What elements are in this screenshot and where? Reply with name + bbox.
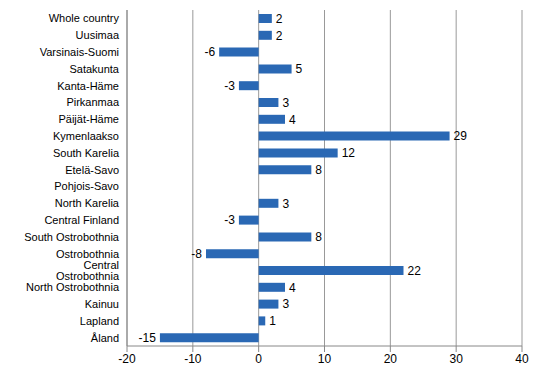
svg-text:29: 29 [454,129,468,143]
svg-text:4: 4 [289,281,296,295]
svg-text:2: 2 [276,12,283,26]
svg-text:North Ostrobothnia: North Ostrobothnia [26,281,120,293]
svg-text:4: 4 [289,113,296,127]
svg-text:-3: -3 [224,213,235,227]
svg-text:8: 8 [315,163,322,177]
svg-text:Päijät-Häme: Päijät-Häme [58,113,119,125]
svg-text:Varsinais-Suomi: Varsinais-Suomi [40,46,119,58]
svg-text:CentralOstrobothnia: CentralOstrobothnia [56,259,120,282]
svg-text:Whole country: Whole country [49,12,120,24]
svg-text:3: 3 [282,197,289,211]
svg-text:Pirkanmaa: Pirkanmaa [66,96,119,108]
svg-text:2: 2 [276,29,283,43]
svg-text:40: 40 [515,352,529,366]
svg-text:1: 1 [269,314,276,328]
svg-text:Uusimaa: Uusimaa [76,29,120,41]
svg-text:Etelä-Savo: Etelä-Savo [65,164,119,176]
svg-text:Ostrobothnia: Ostrobothnia [56,248,120,260]
svg-text:20: 20 [384,352,398,366]
svg-text:10: 10 [318,352,332,366]
svg-text:Kainuu: Kainuu [85,298,119,310]
svg-text:Pohjois-Savo: Pohjois-Savo [54,180,119,192]
svg-text:-6: -6 [204,45,215,59]
svg-text:-15: -15 [139,331,157,345]
svg-text:0: 0 [255,352,262,366]
svg-text:South Karelia: South Karelia [53,147,120,159]
svg-text:22: 22 [408,264,422,278]
svg-text:3: 3 [282,96,289,110]
svg-text:South Ostrobothnia: South Ostrobothnia [24,231,120,243]
svg-text:-20: -20 [118,352,136,366]
svg-text:Åland: Åland [91,332,119,344]
svg-text:5: 5 [296,62,303,76]
svg-text:Kanta-Häme: Kanta-Häme [57,80,119,92]
svg-text:12: 12 [342,146,356,160]
svg-text:Central Finland: Central Finland [44,214,119,226]
svg-text:North Karelia: North Karelia [55,197,120,209]
svg-text:-10: -10 [184,352,202,366]
svg-text:-8: -8 [191,247,202,261]
svg-text:-3: -3 [224,79,235,93]
svg-text:3: 3 [282,297,289,311]
svg-text:8: 8 [315,230,322,244]
svg-text:30: 30 [449,352,463,366]
svg-text:Lapland: Lapland [80,315,119,327]
svg-text:Kymenlaakso: Kymenlaakso [53,130,119,142]
svg-text:Satakunta: Satakunta [69,63,119,75]
